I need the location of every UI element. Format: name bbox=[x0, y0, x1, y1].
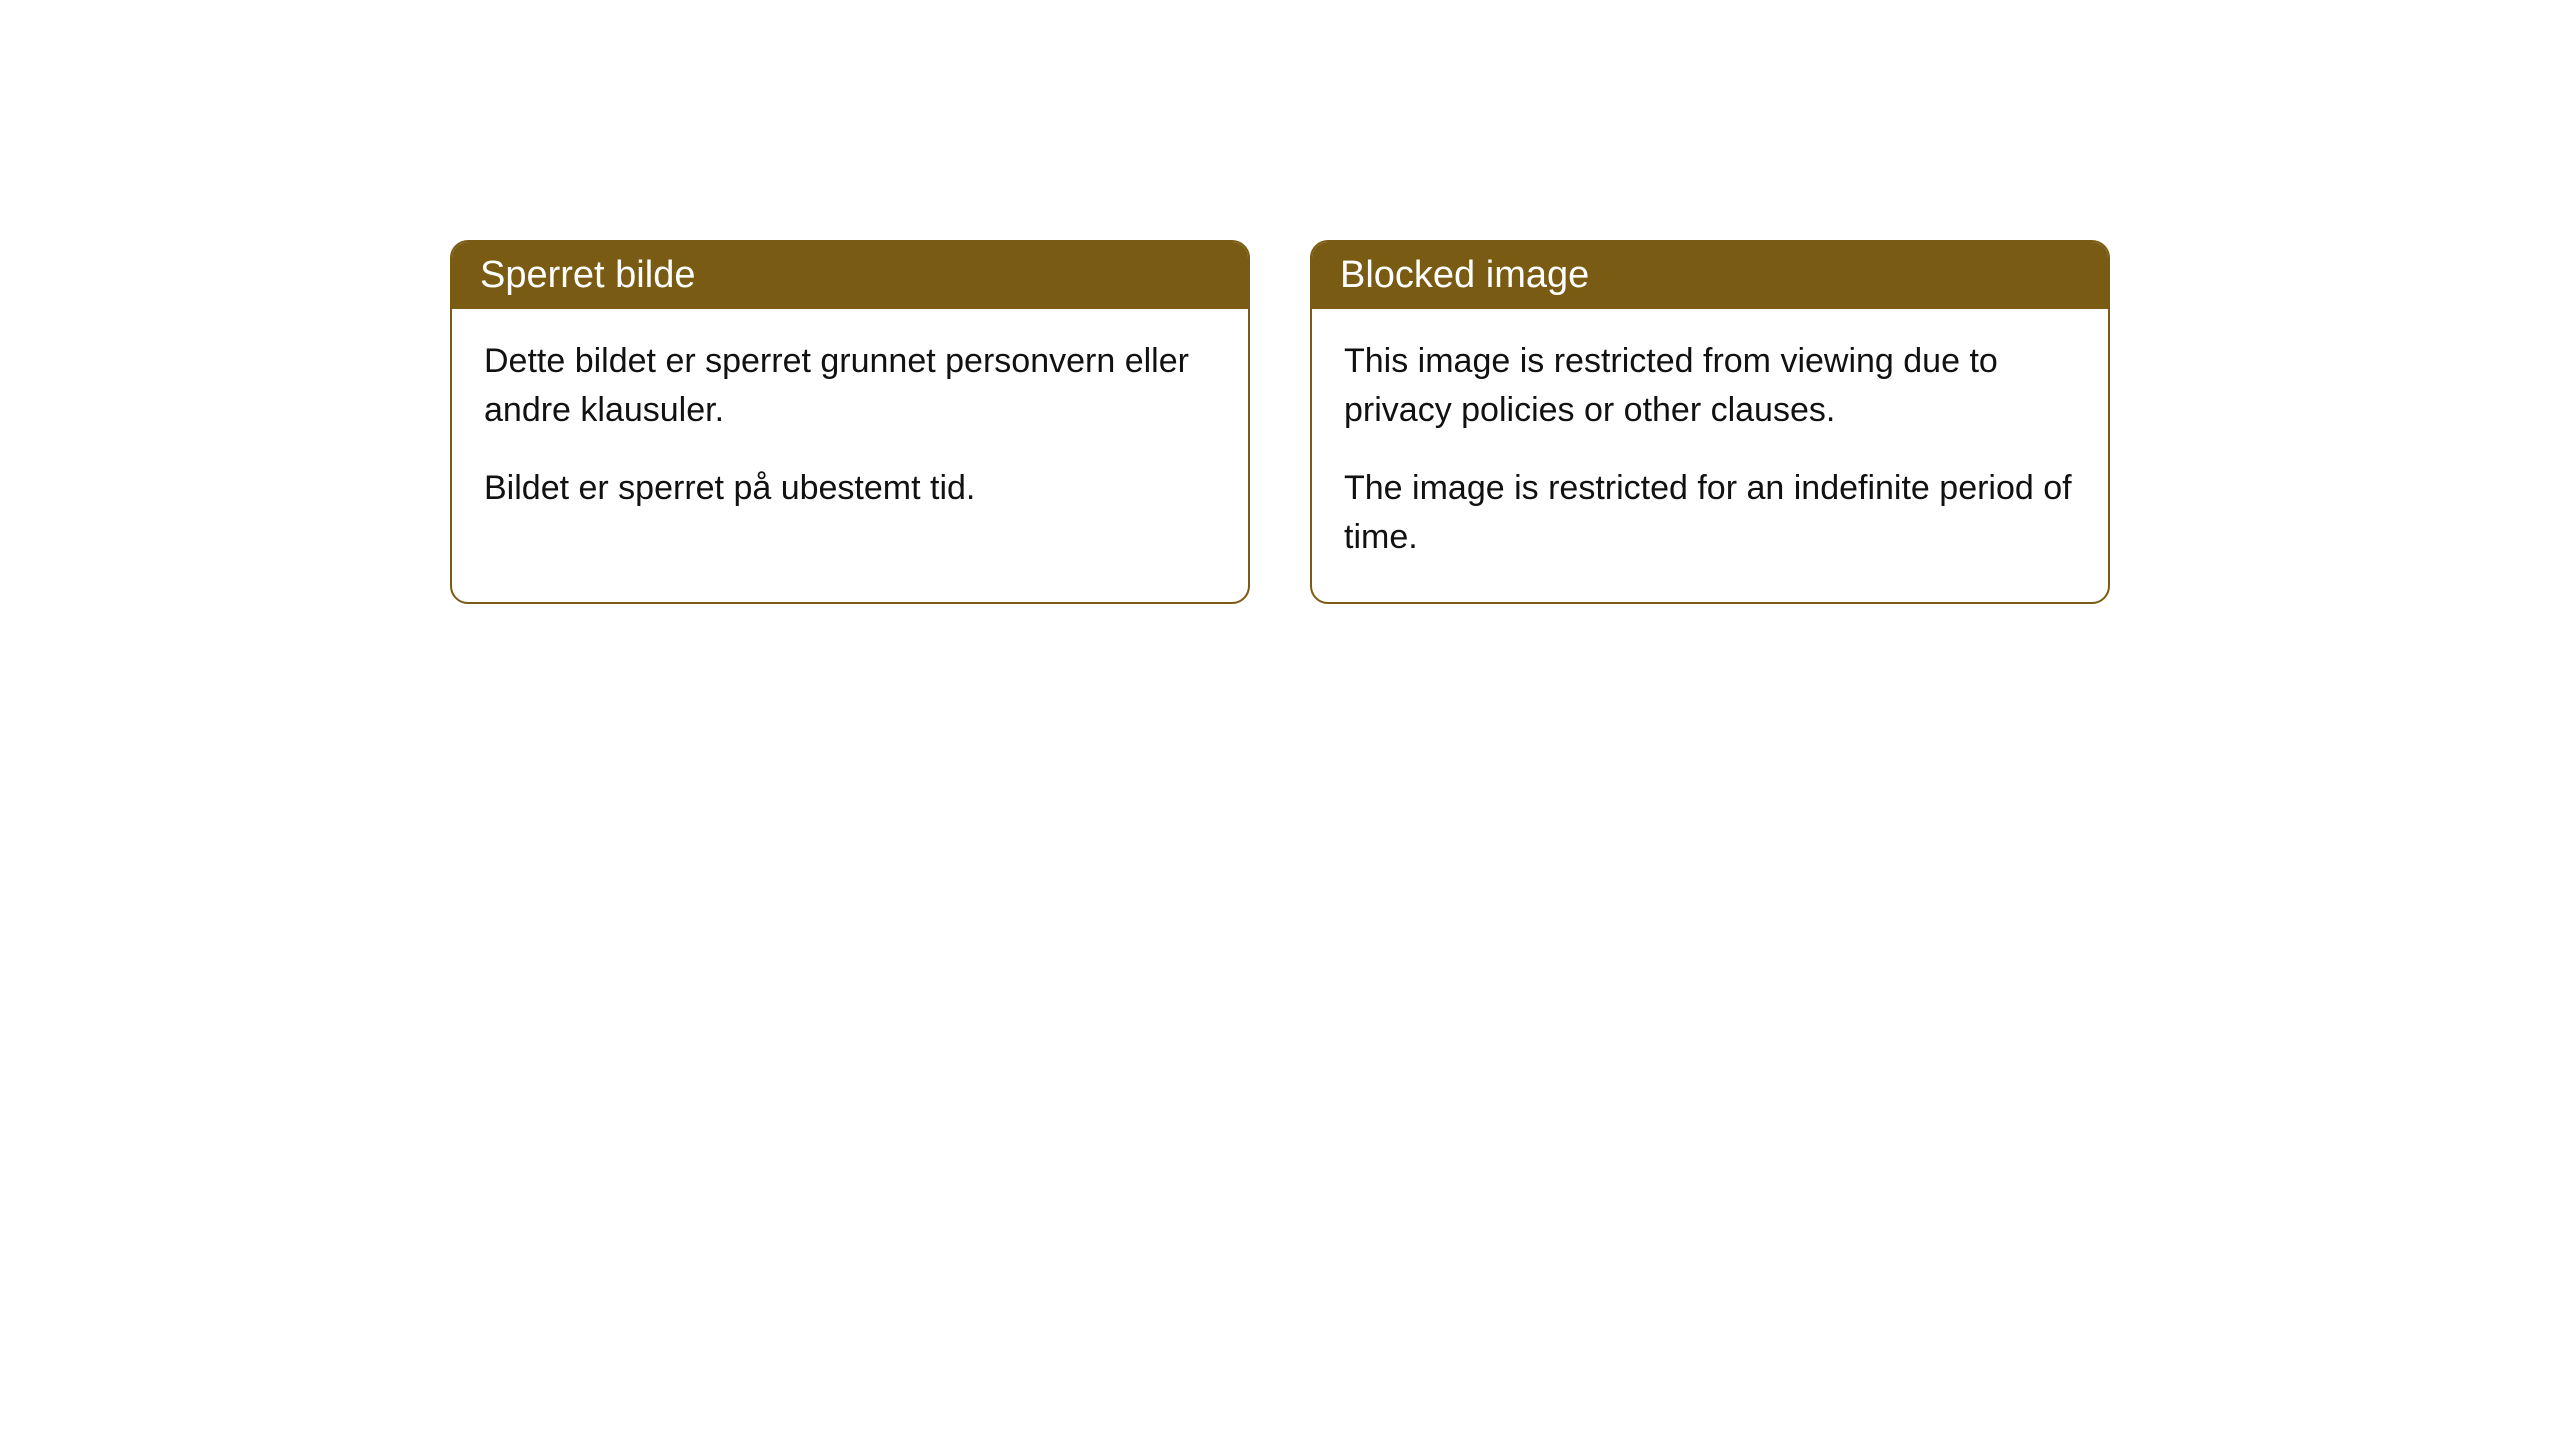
card-title: Sperret bilde bbox=[480, 254, 695, 296]
card-paragraph: This image is restricted from viewing du… bbox=[1344, 337, 2076, 436]
card-title: Blocked image bbox=[1340, 254, 1589, 296]
notice-card-norwegian: Sperret bilde Dette bildet er sperret gr… bbox=[450, 240, 1250, 604]
card-body: This image is restricted from viewing du… bbox=[1312, 309, 2108, 602]
card-paragraph: Dette bildet er sperret grunnet personve… bbox=[484, 337, 1216, 436]
card-body: Dette bildet er sperret grunnet personve… bbox=[452, 309, 1248, 553]
notice-cards-container: Sperret bilde Dette bildet er sperret gr… bbox=[0, 240, 2560, 604]
card-header: Blocked image bbox=[1312, 242, 2108, 309]
card-paragraph: The image is restricted for an indefinit… bbox=[1344, 464, 2076, 563]
card-header: Sperret bilde bbox=[452, 242, 1248, 309]
notice-card-english: Blocked image This image is restricted f… bbox=[1310, 240, 2110, 604]
card-paragraph: Bildet er sperret på ubestemt tid. bbox=[484, 464, 1216, 513]
